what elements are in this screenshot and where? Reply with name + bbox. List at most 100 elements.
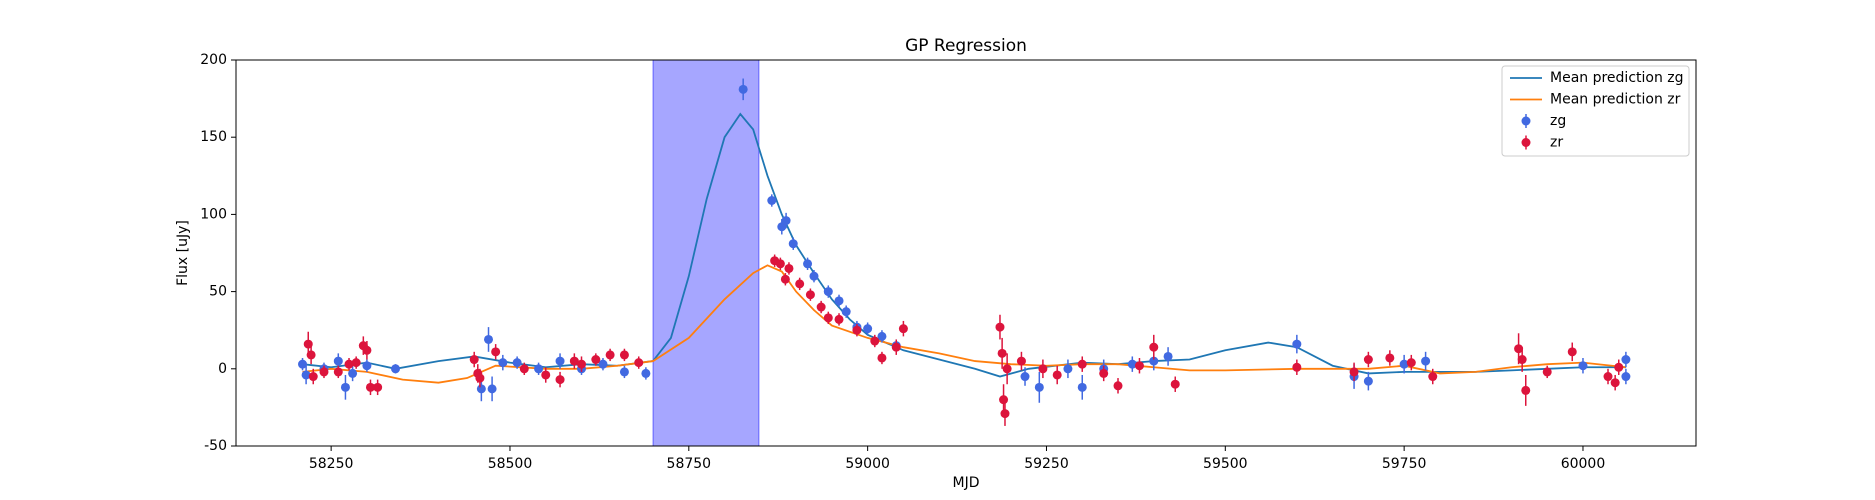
- y-tick-label: 150: [200, 129, 227, 145]
- data-point: [1542, 367, 1552, 377]
- data-point: [870, 336, 880, 346]
- data-point: [308, 372, 318, 382]
- data-point: [1077, 382, 1087, 392]
- data-point: [1170, 379, 1180, 389]
- data-point: [362, 361, 372, 371]
- data-point: [1399, 359, 1409, 369]
- data-point: [577, 359, 587, 369]
- x-axis-label: MJD: [953, 475, 980, 491]
- data-point: [1363, 355, 1373, 365]
- data-point: [351, 358, 361, 368]
- legend-box: [1501, 65, 1690, 157]
- data-point: [333, 367, 343, 377]
- data-point: [1363, 376, 1373, 386]
- data-point: [898, 324, 908, 334]
- data-point: [333, 356, 343, 366]
- x-tick-label: 59500: [1203, 456, 1248, 472]
- legend-marker: [1521, 116, 1531, 126]
- data-point: [1000, 409, 1010, 419]
- data-point: [1113, 381, 1123, 391]
- data-point: [767, 196, 777, 206]
- data-point: [498, 358, 508, 368]
- data-point: [803, 259, 813, 269]
- data-point: [1385, 353, 1395, 363]
- data-point: [340, 382, 350, 392]
- data-point: [605, 350, 615, 360]
- x-tick-label: 59750: [1382, 456, 1427, 472]
- data-point: [619, 367, 629, 377]
- data-point: [519, 364, 529, 374]
- data-point: [534, 364, 544, 374]
- data-point: [641, 368, 651, 378]
- data-point: [1421, 356, 1431, 366]
- data-point: [373, 382, 383, 392]
- data-point: [1517, 355, 1527, 365]
- data-point: [1614, 362, 1624, 372]
- data-point: [1020, 372, 1030, 382]
- data-point: [1063, 364, 1073, 374]
- y-tick-label: 200: [200, 52, 227, 68]
- data-point: [491, 347, 501, 357]
- x-tick-label: 58750: [667, 456, 712, 472]
- x-tick-label: 59000: [845, 456, 890, 472]
- data-point: [999, 395, 1009, 405]
- data-point: [1163, 351, 1173, 361]
- data-point: [1514, 344, 1524, 354]
- data-point: [809, 271, 819, 281]
- data-point: [1034, 382, 1044, 392]
- data-point: [591, 355, 601, 365]
- x-tick-label: 60000: [1561, 456, 1606, 472]
- legend-label: zg: [1550, 113, 1566, 129]
- legend-label: Mean prediction zg: [1550, 70, 1684, 86]
- data-point: [1428, 372, 1438, 382]
- data-point: [805, 290, 815, 300]
- data-point: [512, 358, 522, 368]
- legend-label: zr: [1550, 135, 1563, 151]
- data-point: [788, 239, 798, 249]
- data-point: [995, 322, 1005, 332]
- data-point: [877, 353, 887, 363]
- legend-marker: [1521, 138, 1531, 147]
- prediction-line: [302, 112, 1626, 378]
- data-point: [555, 356, 565, 366]
- data-point: [823, 313, 833, 323]
- data-point: [834, 314, 844, 324]
- data-point: [319, 367, 329, 377]
- data-point: [1099, 368, 1109, 378]
- data-point: [487, 384, 497, 394]
- data-point: [541, 370, 551, 380]
- data-point: [823, 287, 833, 297]
- data-point: [1149, 342, 1159, 352]
- data-point: [1567, 347, 1577, 357]
- data-point: [306, 350, 316, 360]
- data-point: [997, 348, 1007, 358]
- data-point: [1016, 356, 1026, 366]
- data-point: [1521, 385, 1531, 395]
- data-point: [1038, 364, 1048, 374]
- data-point: [1610, 378, 1620, 388]
- data-point: [1149, 356, 1159, 366]
- data-point: [1621, 355, 1631, 365]
- data-point: [348, 368, 358, 378]
- data-point: [891, 342, 901, 352]
- data-point: [795, 279, 805, 289]
- data-point: [362, 345, 372, 355]
- data-point: [863, 324, 873, 334]
- y-tick-label: 0: [218, 361, 227, 377]
- data-point: [816, 302, 826, 312]
- y-axis-label: Flux [uJy]: [175, 220, 191, 286]
- data-point: [1406, 358, 1416, 368]
- data-point: [1578, 361, 1588, 371]
- y-tick-label: 50: [209, 284, 227, 300]
- y-tick-label: 100: [200, 206, 227, 222]
- data-point: [555, 375, 565, 385]
- x-tick-label: 58500: [488, 456, 533, 472]
- data-point: [484, 334, 494, 344]
- data-point: [1603, 372, 1613, 382]
- data-point: [781, 216, 791, 226]
- data-point: [469, 355, 479, 365]
- data-point: [619, 350, 629, 360]
- data-point: [780, 274, 790, 284]
- data-point: [301, 370, 311, 380]
